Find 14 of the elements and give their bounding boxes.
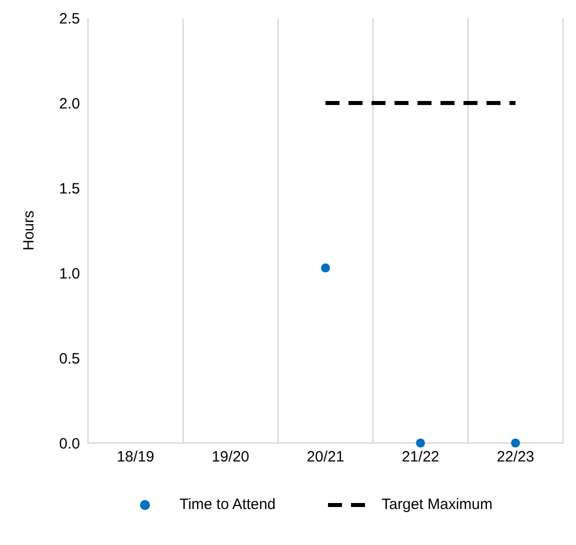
x-tick-label: 21/22 xyxy=(402,448,440,466)
legend-label: Time to Attend xyxy=(179,496,276,513)
x-tick-label: 20/21 xyxy=(306,448,344,466)
y-tick-label: 0.5 xyxy=(59,350,80,368)
y-tick-label: 1.0 xyxy=(59,265,80,282)
y-tick-label: 0.0 xyxy=(59,435,80,452)
y-tick-label: 2.0 xyxy=(59,95,80,112)
y-axis-title: Hours xyxy=(20,210,38,251)
x-tick-label: 19/20 xyxy=(212,448,250,466)
y-tick-label: 2.5 xyxy=(59,10,80,28)
legend-label: Target Maximum xyxy=(382,496,493,513)
x-tick-label: 18/19 xyxy=(116,448,154,466)
y-tick-label: 1.5 xyxy=(59,180,80,198)
x-tick-label: 22/23 xyxy=(496,448,534,466)
